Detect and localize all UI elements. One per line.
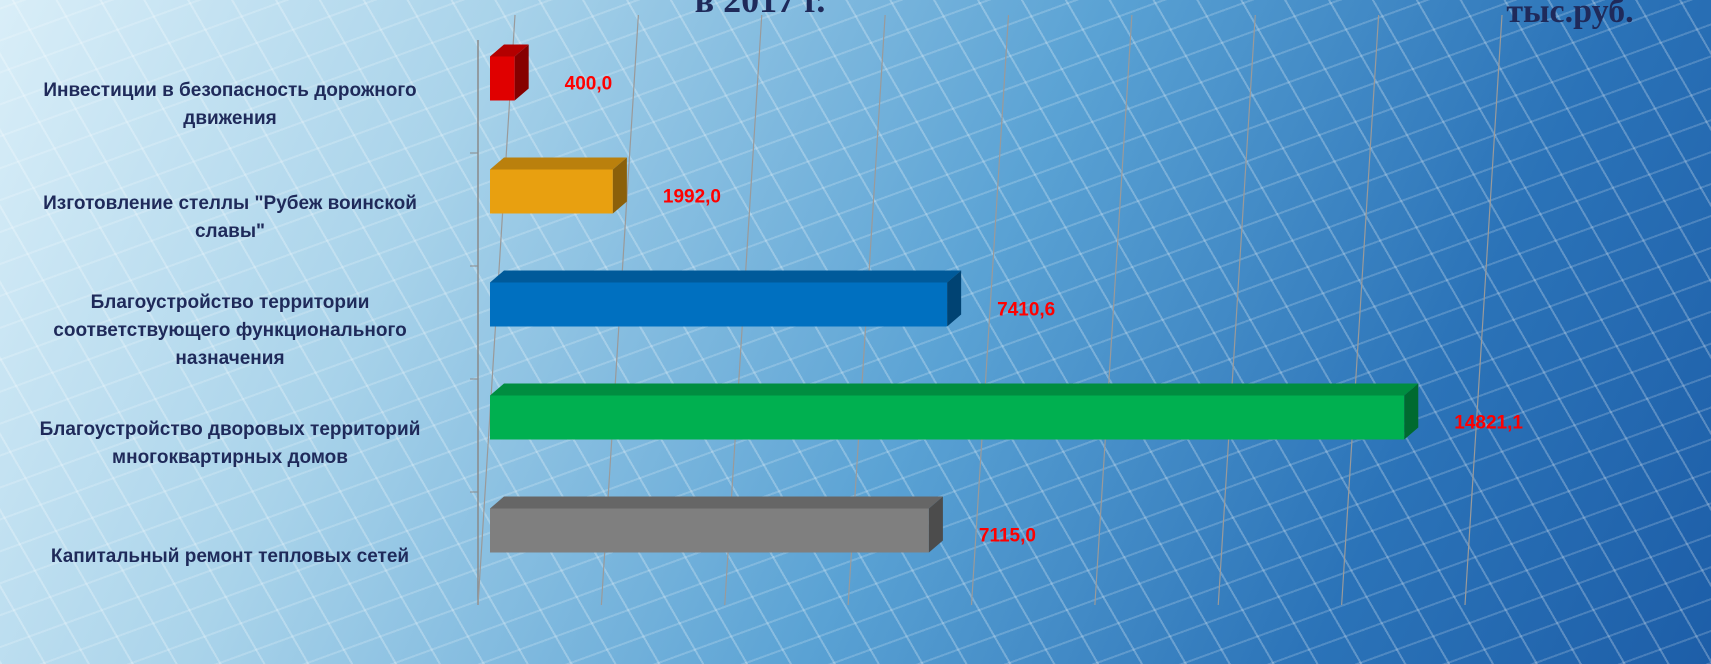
category-label: Благоустройство дворовых территорий мног… bbox=[10, 416, 450, 472]
bar-front bbox=[490, 283, 947, 327]
value-label: 7410,6 bbox=[997, 300, 1055, 321]
bar bbox=[490, 497, 943, 553]
value-label: 400,0 bbox=[565, 74, 613, 95]
bar-front bbox=[490, 396, 1404, 440]
grid-line bbox=[1095, 15, 1132, 605]
chart-title: в 2017 г. bbox=[695, 0, 826, 20]
unit-label: тыс.руб. bbox=[1506, 0, 1633, 30]
bar bbox=[490, 45, 529, 101]
bar bbox=[490, 271, 961, 327]
bar-top bbox=[490, 384, 1418, 396]
bar-front bbox=[490, 509, 929, 553]
category-label: Инвестиции в безопасность дорожного движ… bbox=[10, 77, 450, 133]
category-label: Капитальный ремонт тепловых сетей bbox=[10, 543, 450, 571]
grid-line bbox=[1342, 15, 1379, 605]
chart: в 2017 г. тыс.руб. 400,0 1992,0 7410,6 1482… bbox=[0, 0, 1711, 664]
grid-line bbox=[1218, 15, 1255, 605]
bar bbox=[490, 158, 627, 214]
bar-top bbox=[490, 158, 627, 170]
value-label: 7115,0 bbox=[979, 526, 1036, 547]
value-label: 14821,1 bbox=[1454, 413, 1523, 434]
bar-front bbox=[490, 57, 515, 101]
value-label: 1992,0 bbox=[663, 187, 721, 208]
grid-line bbox=[1465, 15, 1502, 605]
bar-front bbox=[490, 170, 613, 214]
category-label: Изготовление стеллы "Рубеж воинской слав… bbox=[10, 190, 450, 246]
bar-top bbox=[490, 271, 961, 283]
bar-top bbox=[490, 497, 943, 509]
bar bbox=[490, 384, 1418, 440]
category-label: Благоустройство территории соответствующ… bbox=[10, 289, 450, 373]
